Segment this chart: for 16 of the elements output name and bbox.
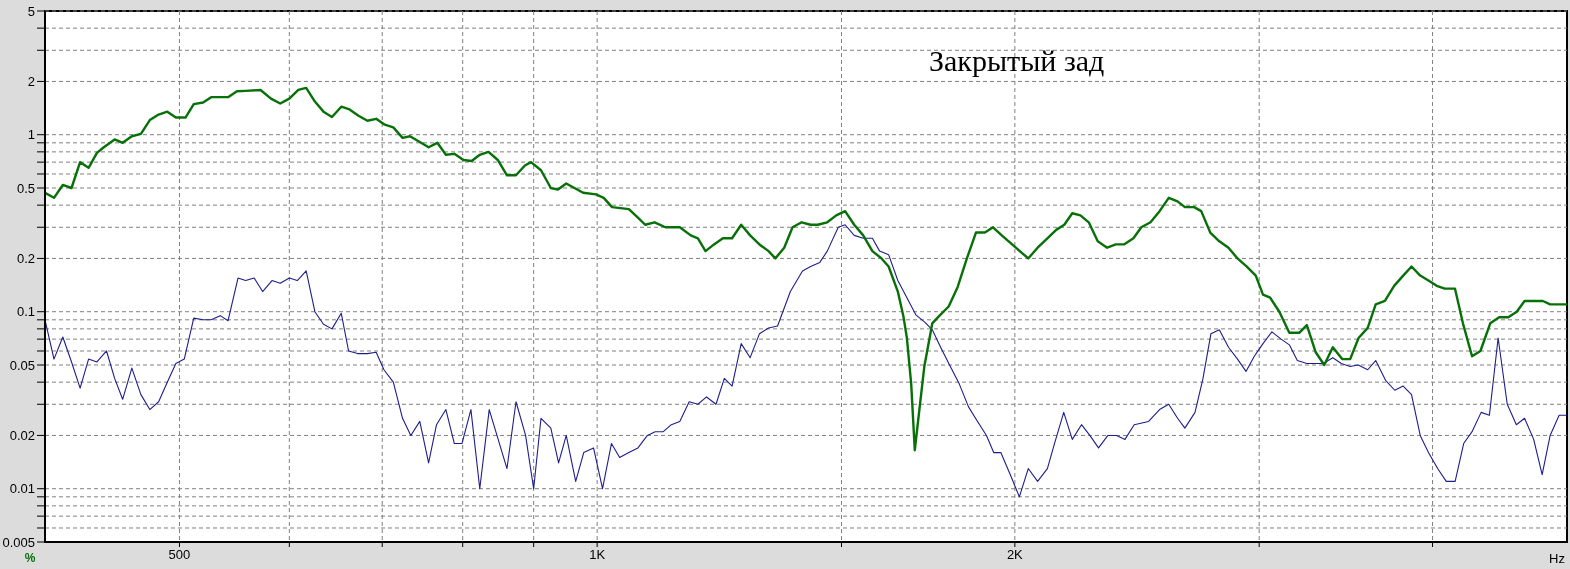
y-tick-label: 1 (27, 127, 35, 143)
y-tick-label: 2 (27, 74, 35, 90)
y-tick-label: 0.1 (16, 304, 35, 320)
x-tick-label: 500 (168, 547, 191, 563)
x-tick-label: 2K (1006, 547, 1024, 563)
y-tick-label: 0.05 (9, 357, 35, 373)
x-axis-title: Hz (1549, 551, 1565, 566)
y-tick-label: 0.005 (2, 534, 35, 550)
y-tick-label: 0.5 (16, 180, 35, 196)
y-axis-title: % (24, 551, 36, 565)
y-tick-label: 0.02 (9, 428, 35, 444)
y-tick-label: 0.01 (9, 481, 35, 497)
y-tick-label: 5 (27, 3, 35, 19)
text: Закрытый зад (929, 44, 1105, 77)
y-tick-label: 0.2 (16, 251, 35, 267)
x-tick-label: 1K (589, 547, 606, 563)
